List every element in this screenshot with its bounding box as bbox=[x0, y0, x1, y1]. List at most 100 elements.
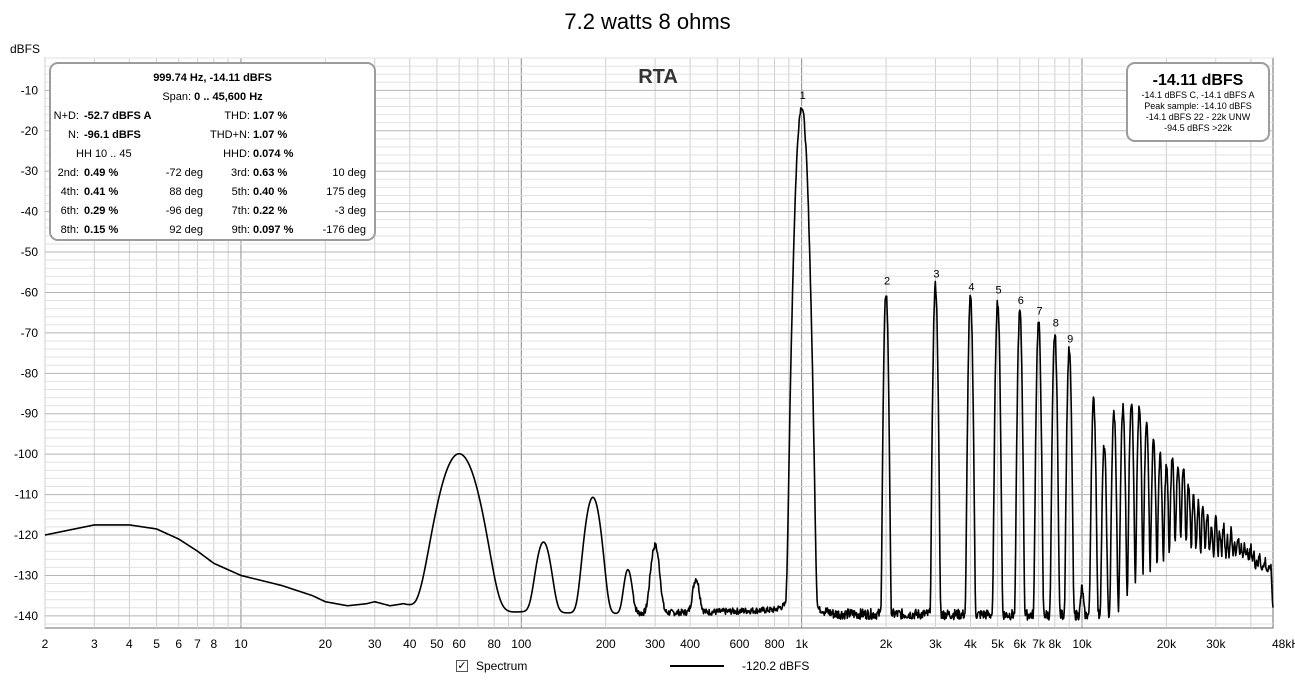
y-tick-label: -140 bbox=[14, 609, 38, 623]
harmonic-label: 8 bbox=[1053, 318, 1059, 330]
harmonic-label: 2nd: bbox=[57, 167, 79, 179]
chart-subtitle: RTA bbox=[638, 66, 678, 88]
x-tick-label: 800 bbox=[764, 637, 784, 651]
y-tick-label: -20 bbox=[21, 124, 39, 138]
y-tick-label: -70 bbox=[21, 326, 39, 340]
harmonic-phase: -72 deg bbox=[165, 167, 203, 179]
info-thd-value: 1.07 % bbox=[253, 110, 288, 122]
level-line: -14.1 dBFS 22 - 22k UNW bbox=[1145, 112, 1251, 122]
level-line: Peak sample: -14.10 dBFS bbox=[1144, 101, 1252, 111]
harmonic-phase: 175 deg bbox=[326, 186, 366, 198]
y-tick-label: -10 bbox=[21, 83, 39, 97]
info-span-label: Span: bbox=[162, 91, 192, 103]
x-tick-label: 7k bbox=[1032, 637, 1046, 651]
x-tick-label: 100 bbox=[511, 637, 531, 651]
level-main: -14.11 dBFS bbox=[1152, 72, 1244, 89]
x-tick-label: 10 bbox=[234, 637, 248, 651]
x-tick-label: 1k bbox=[795, 637, 809, 651]
y-tick-label: -60 bbox=[21, 285, 39, 299]
level-line: -14.1 dBFS C, -14.1 dBFS A bbox=[1141, 90, 1255, 100]
y-axis-label: dBFS bbox=[10, 42, 41, 56]
y-axis: -10 -20 -30 -40 -50 -60 -70 -80 -90 -100 -110 -120 -… bbox=[14, 83, 38, 623]
y-tick-label: -100 bbox=[14, 447, 38, 461]
x-tick-label: 3k bbox=[929, 637, 943, 651]
spectrum-checkbox-label: Spectrum bbox=[476, 659, 528, 673]
legend-line-swatch bbox=[670, 665, 724, 667]
harmonic-value: 0.15 % bbox=[84, 224, 119, 236]
harmonic-value: 0.29 % bbox=[84, 205, 119, 217]
series-line-spectrum bbox=[44, 107, 1274, 621]
x-tick-label: 6k bbox=[1013, 637, 1027, 651]
harmonic-label: 5 bbox=[996, 284, 1002, 296]
info-thdn-value: 1.07 % bbox=[253, 129, 288, 141]
x-tick-label: 8 bbox=[210, 637, 217, 651]
x-tick-label: 30 bbox=[368, 637, 382, 651]
measurement-panel: 999.74 Hz, -14.11 dBFS Span: 0 .. 45,600… bbox=[49, 62, 376, 241]
x-tick-label: 60 bbox=[452, 637, 466, 651]
harmonic-label: 8th: bbox=[60, 224, 79, 236]
x-tick-label: 48kHz bbox=[1272, 637, 1295, 651]
harmonic-label: 9 bbox=[1067, 333, 1073, 345]
harmonic-value: 0.40 % bbox=[253, 186, 288, 198]
x-tick-label: 50 bbox=[430, 637, 444, 651]
harmonic-label: 7th: bbox=[231, 205, 250, 217]
info-nd-value: -52.7 dBFS A bbox=[84, 110, 152, 122]
info-span: Span: 0 .. 45,600 Hz bbox=[51, 91, 374, 103]
info-n-value: -96.1 dBFS bbox=[84, 129, 141, 141]
info-header: 999.74 Hz, -14.11 dBFS bbox=[153, 72, 272, 84]
x-axis: 2 3 4 5 6 7 8 10 20 30 40 50 60 80 100 200 300 400 600 800 1… bbox=[42, 637, 1295, 651]
y-tick-label: -80 bbox=[21, 366, 39, 380]
harmonic-label: 6th: bbox=[60, 205, 79, 217]
x-tick-label: 40 bbox=[403, 637, 417, 651]
harmonic-phase: 10 deg bbox=[332, 167, 366, 179]
x-tick-label: 7 bbox=[194, 637, 201, 651]
x-tick-label: 4k bbox=[964, 637, 978, 651]
harmonic-label: 5th: bbox=[231, 186, 250, 198]
harmonic-phase: 88 deg bbox=[169, 186, 203, 198]
y-tick-label: -40 bbox=[21, 205, 39, 219]
x-tick-label: 30k bbox=[1206, 637, 1226, 651]
info-n-label: N: bbox=[68, 129, 79, 141]
legend-series-label: -120.2 dBFS bbox=[742, 659, 810, 673]
info-hhd-label: HHD: bbox=[223, 148, 250, 160]
y-tick-label: -50 bbox=[21, 245, 39, 259]
harmonic-label: 3 bbox=[933, 269, 939, 281]
harmonic-phase: -3 deg bbox=[334, 205, 366, 217]
y-tick-label: -110 bbox=[15, 488, 38, 502]
y-tick-label: -130 bbox=[14, 568, 38, 582]
harmonic-label: 9th: bbox=[231, 224, 250, 236]
x-tick-label: 20k bbox=[1157, 637, 1177, 651]
x-tick-label: 200 bbox=[596, 637, 616, 651]
level-panel: -14.11 dBFS -14.1 dBFS C, -14.1 dBFS A P… bbox=[1126, 62, 1270, 142]
x-tick-label: 20 bbox=[319, 637, 333, 651]
harmonic-label: 6 bbox=[1018, 295, 1024, 307]
x-tick-label: 10k bbox=[1072, 637, 1092, 651]
harmonic-phase: -176 deg bbox=[322, 224, 366, 236]
x-tick-label: 4 bbox=[126, 637, 133, 651]
y-tick-label: -120 bbox=[14, 528, 38, 542]
harmonic-value: 0.22 % bbox=[253, 205, 288, 217]
x-tick-label: 300 bbox=[645, 637, 665, 651]
y-tick-label: -30 bbox=[21, 164, 39, 178]
x-tick-label: 5k bbox=[991, 637, 1005, 651]
harmonic-value: 0.49 % bbox=[84, 167, 119, 179]
harmonic-phase: -96 deg bbox=[165, 205, 203, 217]
y-tick-label: -90 bbox=[21, 407, 39, 421]
harmonic-value: 0.63 % bbox=[253, 167, 288, 179]
info-hh-range: HH 10 .. 45 bbox=[76, 148, 132, 160]
x-tick-label: 6 bbox=[175, 637, 182, 651]
checkmark-icon: ✓ bbox=[457, 660, 467, 672]
info-thd-label: THD: bbox=[224, 110, 250, 122]
x-tick-label: 2k bbox=[880, 637, 894, 651]
x-tick-label: 5 bbox=[153, 637, 160, 651]
harmonic-label: 1 bbox=[800, 90, 806, 102]
x-tick-label: 400 bbox=[680, 637, 700, 651]
harmonic-label: 3rd: bbox=[231, 167, 250, 179]
info-thdn-label: THD+N: bbox=[209, 129, 250, 141]
spectrum-checkbox[interactable]: ✓ bbox=[456, 660, 468, 672]
info-hhd-value: 0.074 % bbox=[253, 148, 294, 160]
x-tick-label: 2 bbox=[42, 637, 49, 651]
x-tick-label: 600 bbox=[729, 637, 749, 651]
x-tick-label: 80 bbox=[487, 637, 501, 651]
